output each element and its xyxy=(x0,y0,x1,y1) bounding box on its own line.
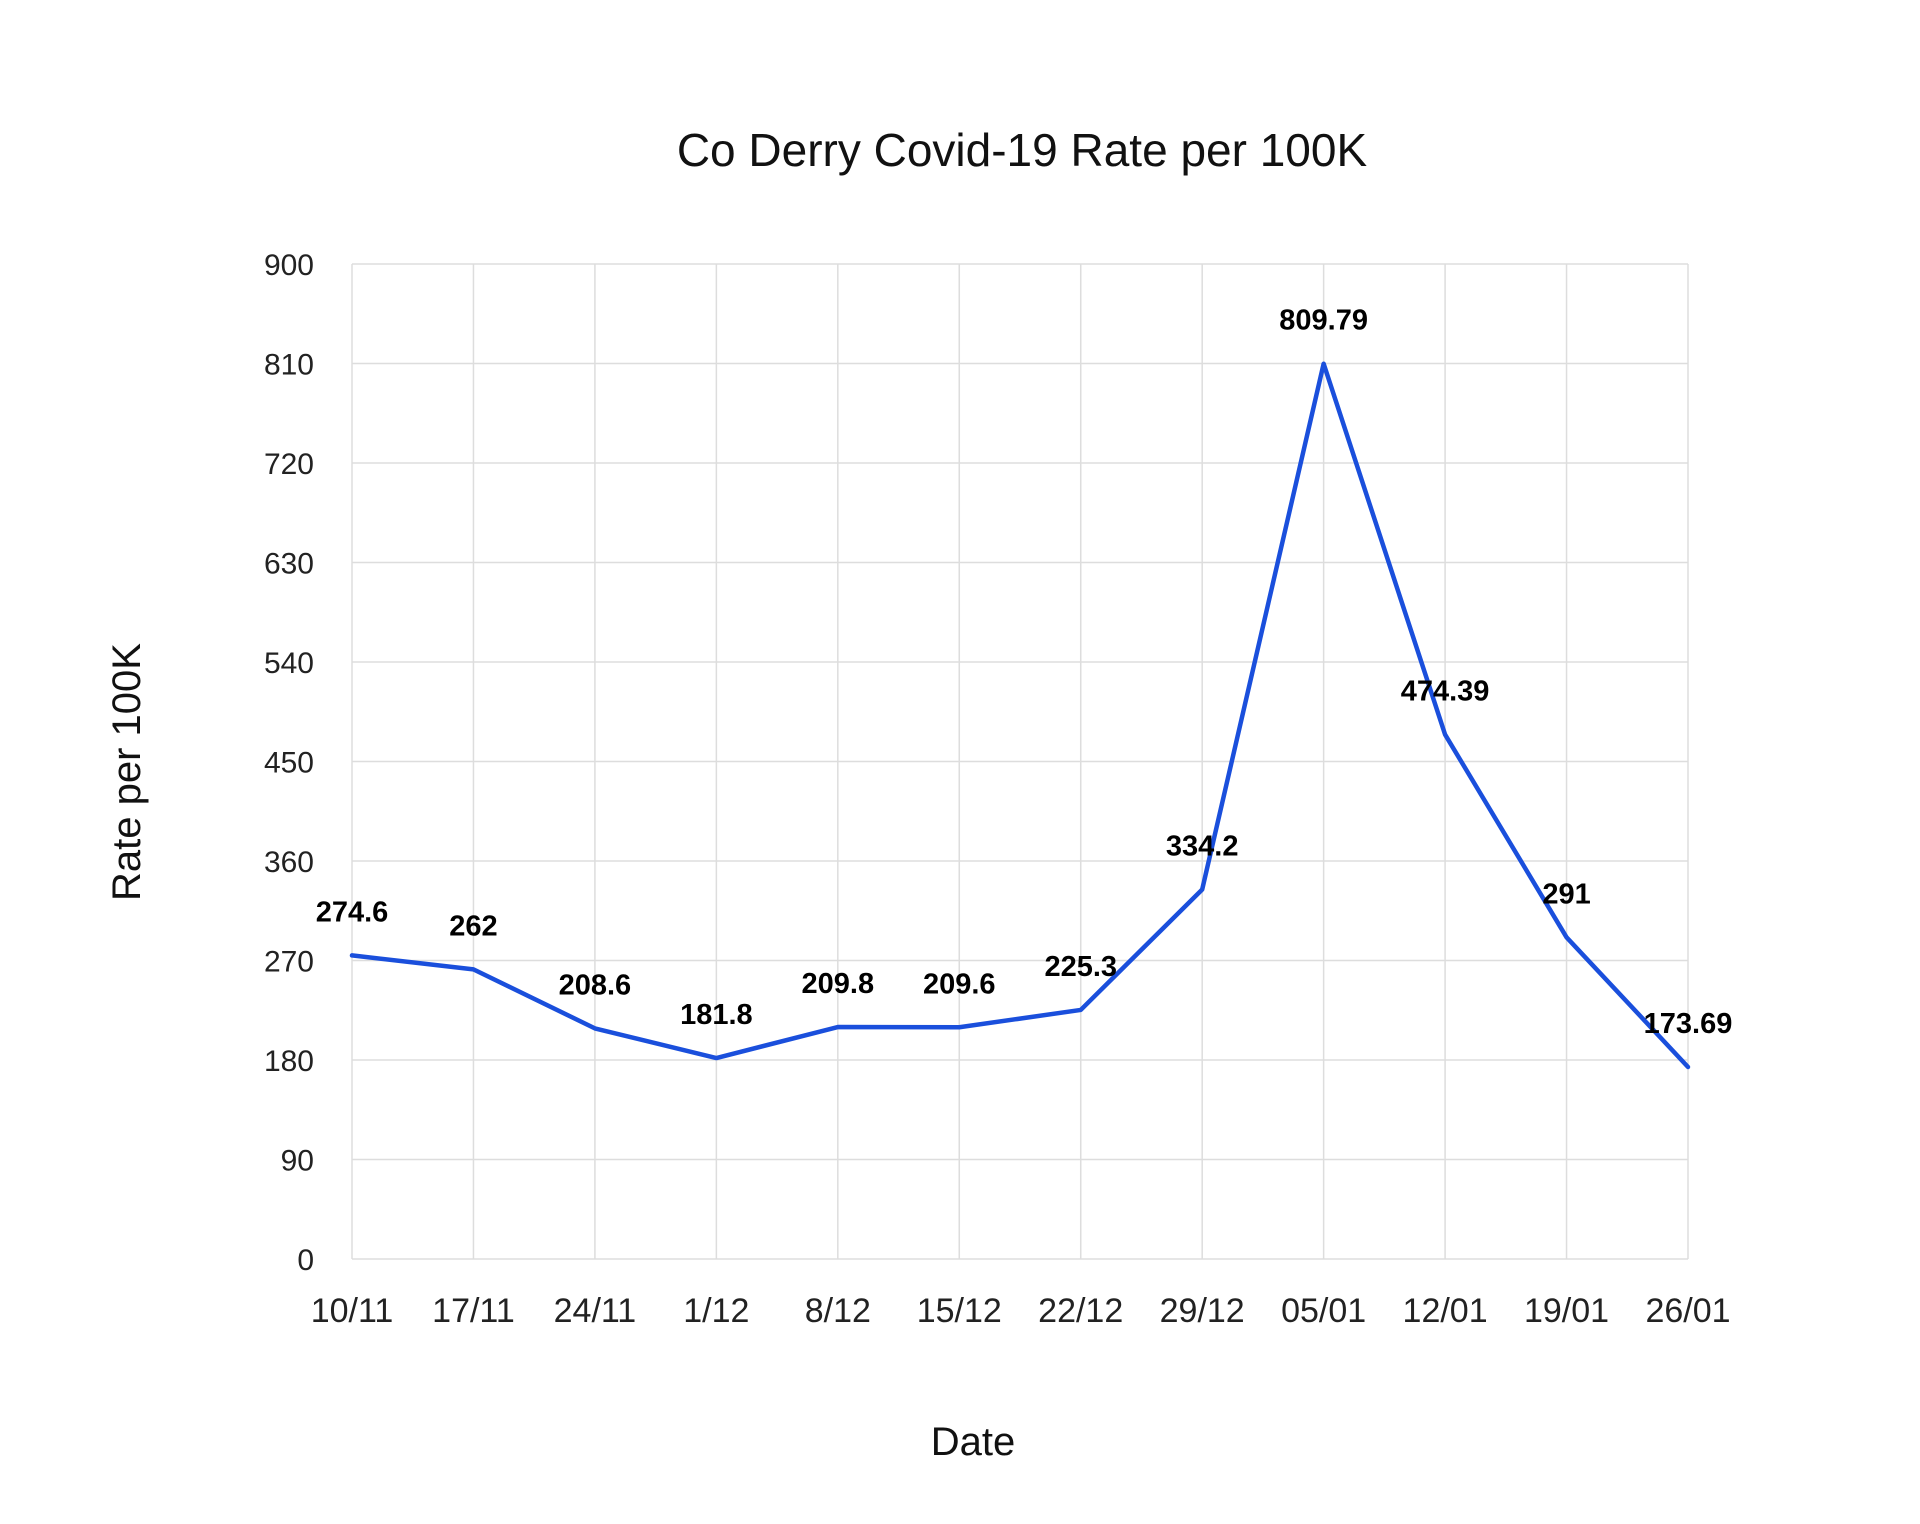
x-tick-label: 24/11 xyxy=(554,1292,637,1330)
x-axis-ticks: 10/11 17/11 24/11 1/12 8/12 15/12 22/12 29/12 05… xyxy=(311,1292,1731,1330)
y-axis-ticks: 0 90 180 270 360 450 540 630 720 810 900 xyxy=(264,249,314,1277)
y-tick-label: 270 xyxy=(264,946,314,979)
x-tick-label: 29/12 xyxy=(1160,1292,1245,1330)
data-label: 209.8 xyxy=(802,968,875,1000)
data-label: 809.79 xyxy=(1279,305,1368,337)
x-tick-label: 19/01 xyxy=(1524,1292,1609,1330)
x-tick-label: 10/11 xyxy=(311,1292,394,1330)
data-label: 474.39 xyxy=(1401,676,1490,708)
x-tick-label: 05/01 xyxy=(1281,1292,1366,1330)
x-tick-label: 8/12 xyxy=(805,1292,871,1330)
x-tick-label: 22/12 xyxy=(1038,1292,1123,1330)
y-tick-label: 810 xyxy=(264,349,314,382)
x-axis-title: Date xyxy=(931,1420,1016,1464)
data-label: 181.8 xyxy=(680,999,753,1031)
data-label: 209.6 xyxy=(923,968,996,1000)
y-tick-label: 630 xyxy=(264,548,314,581)
x-tick-label: 17/11 xyxy=(432,1292,515,1330)
data-labels: 274.6 262 208.6 181.8 209.8 209.6 225.3 334.2 80… xyxy=(316,305,1733,1040)
y-tick-label: 0 xyxy=(297,1244,314,1277)
data-label: 334.2 xyxy=(1166,831,1239,863)
y-axis-title: Rate per 100K xyxy=(105,643,149,901)
x-tick-label: 12/01 xyxy=(1403,1292,1488,1330)
y-tick-label: 720 xyxy=(264,448,314,481)
data-label: 225.3 xyxy=(1044,951,1117,983)
y-tick-label: 360 xyxy=(264,846,314,879)
y-tick-label: 180 xyxy=(264,1045,314,1078)
chart-title: Co Derry Covid-19 Rate per 100K xyxy=(677,124,1368,176)
data-label: 208.6 xyxy=(559,969,632,1001)
y-tick-label: 450 xyxy=(264,747,314,780)
data-label: 173.69 xyxy=(1644,1008,1733,1040)
data-label: 291 xyxy=(1542,878,1590,910)
data-label: 274.6 xyxy=(316,896,389,928)
y-tick-label: 900 xyxy=(264,249,314,282)
y-tick-label: 90 xyxy=(281,1145,314,1178)
grid xyxy=(351,263,1689,1260)
data-label: 262 xyxy=(449,910,497,942)
series-layer xyxy=(349,361,1691,1070)
series-line xyxy=(349,361,1691,1070)
x-tick-label: 15/12 xyxy=(917,1292,1002,1330)
x-tick-label: 1/12 xyxy=(683,1292,749,1330)
x-tick-label: 26/01 xyxy=(1645,1292,1730,1330)
y-tick-label: 540 xyxy=(264,647,314,680)
